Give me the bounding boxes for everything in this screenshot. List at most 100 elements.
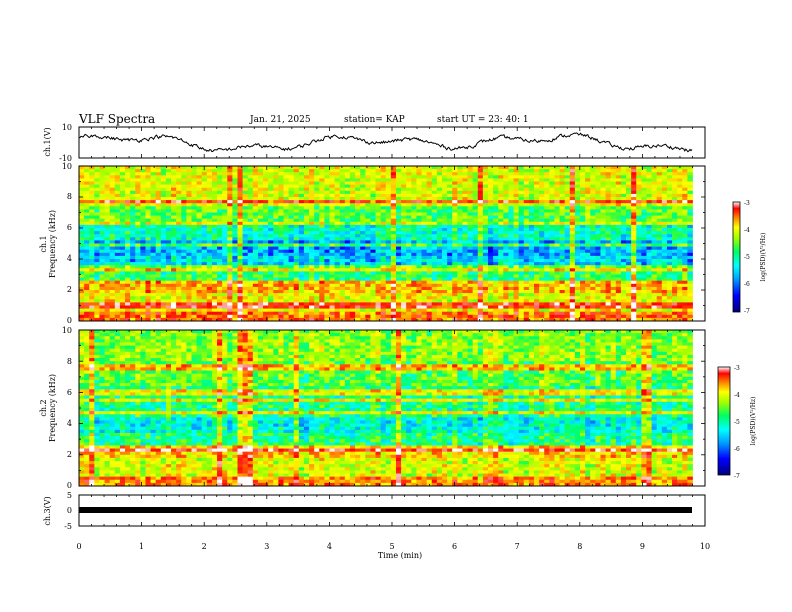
ch1-spectrogram-cell: [217, 172, 223, 176]
ch1-spectrogram-cell: [355, 287, 361, 291]
ch1-spectrogram-cell: [110, 166, 116, 170]
ch1-spectrogram-cell: [529, 287, 535, 291]
ch1-spectrogram-cell: [376, 268, 382, 272]
ch1-spectrogram-cell: [345, 222, 351, 226]
ch1-spectrogram-cell: [427, 268, 433, 272]
ch1-spectrogram-cell: [687, 234, 693, 238]
ch1-spectrogram-cell: [600, 247, 606, 251]
ch1-spectrogram-cell: [662, 244, 668, 248]
ch1-spectrogram-cell: [140, 206, 146, 210]
ch1-spectrogram-cell: [350, 275, 356, 279]
ch1-spectrogram-cell: [314, 197, 320, 201]
ch1-spectrogram-cell: [672, 259, 678, 263]
ch1-spectrogram-cell: [350, 271, 356, 275]
ch1-spectrogram-cell: [462, 188, 468, 192]
ch1-spectrogram-cell: [283, 250, 289, 254]
ch1-spectrogram-cell: [396, 284, 402, 288]
ch1-spectrogram-cell: [524, 169, 530, 173]
ch1-spectrogram-cell: [227, 209, 233, 213]
ch1-spectrogram-cell: [621, 244, 627, 248]
ch1-spectrogram-cell: [140, 290, 146, 294]
ch1-spectrogram-cell: [79, 169, 85, 173]
ch1-spectrogram-cell: [447, 234, 453, 238]
ch1-spectrogram-cell: [360, 194, 366, 198]
ch1-spectrogram-cell: [197, 206, 203, 210]
ch1-spectrogram-cell: [636, 219, 642, 223]
ch1-spectrogram-cell: [145, 253, 151, 256]
ch1-spectrogram-cell: [84, 290, 90, 294]
ch1-spectrogram-cell: [682, 222, 688, 226]
ch1-spectrogram-cell: [554, 225, 560, 229]
ch1-spectrogram-cell: [462, 253, 468, 256]
ch1-spectrogram-cell: [145, 166, 151, 170]
ch1-spectrogram-cell: [590, 197, 596, 201]
ch1-spectrogram-cell: [493, 262, 499, 266]
ch1-spectrogram-cell: [595, 209, 601, 213]
ch1-spectrogram-cell: [263, 175, 269, 179]
ch1-spectrogram-cell: [544, 247, 550, 251]
ch1-spectrogram-cell: [468, 200, 474, 204]
ch1-spectrogram-cell: [156, 237, 162, 241]
ch1-spectrogram-cell: [590, 253, 596, 256]
ch1-spectrogram-cell: [621, 271, 627, 275]
ch1-spectrogram-cell: [217, 268, 223, 272]
ch1-spectrogram-cell: [621, 256, 627, 260]
ch1-spectrogram-cell: [565, 287, 571, 291]
ch1-spectrogram-cell: [273, 284, 279, 288]
ch1-spectrogram-cell: [473, 275, 479, 279]
ch1-spectrogram-cell: [503, 271, 509, 275]
ch1-spectrogram-cell: [473, 259, 479, 263]
ch1-spectrogram-cell: [263, 278, 269, 282]
ch1-spectrogram-cell: [283, 203, 289, 207]
ch1-spectrogram-cell: [641, 182, 647, 186]
ch1-spectrogram-cell: [493, 200, 499, 204]
ch1-spectrogram-cell: [176, 231, 182, 235]
ch1-spectrogram-cell: [636, 244, 642, 248]
ch1-spectrogram-cell: [626, 194, 632, 198]
ch1-spectrogram-cell: [324, 262, 330, 266]
ch1-spectrogram-cell: [273, 281, 279, 285]
ch1-spectrogram-cell: [263, 166, 269, 170]
ch1-spectrogram-cell: [677, 262, 683, 266]
ch1-spectrogram-cell: [447, 191, 453, 195]
ch1-spectrogram-cell: [565, 265, 571, 269]
ch1-spectrogram-cell: [365, 178, 371, 182]
ch1-spectrogram-cell: [350, 278, 356, 282]
ch1-spectrogram-cell: [391, 182, 397, 186]
ch1-spectrogram-cell: [391, 234, 397, 238]
ch1-spectrogram-cell: [355, 256, 361, 260]
ch1-spectrogram-cell: [580, 191, 586, 195]
ch1-spectrogram-cell: [672, 271, 678, 275]
ch1-spectrogram-cell: [560, 169, 566, 173]
ch1-spectrogram-cell: [503, 203, 509, 207]
ch1-spectrogram-cell: [294, 175, 300, 179]
ch1-spectrogram-cell: [657, 178, 663, 182]
ch1-spectrogram-cell: [539, 222, 545, 226]
ch1-spectrogram-cell: [391, 172, 397, 176]
ch1-spectrogram-cell: [248, 244, 254, 248]
ch1-spectrogram-cell: [595, 262, 601, 266]
ch1-spectrogram-cell: [350, 200, 356, 204]
ch1-spectrogram-cell: [508, 185, 514, 189]
ch1-spectrogram-cell: [682, 200, 688, 204]
ch1-spectrogram-cell: [314, 175, 320, 179]
ch1-spectrogram-cell: [457, 234, 463, 238]
ch1-spectrogram-cell: [156, 213, 162, 217]
ch1-spectrogram-cell: [498, 237, 504, 241]
ch1-spectrogram-cell: [191, 175, 197, 179]
ch1-spectrogram-cell: [544, 172, 550, 176]
ch1-spectrogram-cell: [207, 169, 213, 173]
ch1-spectrogram-cell: [166, 216, 172, 220]
ch1-spectrogram-cell: [641, 194, 647, 198]
ch1-spectrogram-cell: [355, 271, 361, 275]
ch1-spectrogram-cell: [135, 175, 141, 179]
ch1-spectrogram-cell: [176, 281, 182, 285]
ch1-spectrogram-cell: [217, 188, 223, 192]
ch1-spectrogram-cell: [478, 247, 484, 251]
ch1-spectrogram-cell: [427, 200, 433, 204]
ch1-spectrogram-cell: [145, 262, 151, 266]
ch1-spectrogram-cell: [422, 185, 428, 189]
ch1-spectrogram-cell: [381, 259, 387, 263]
ch1-spectrogram-cell: [94, 231, 100, 235]
ch1-spectrogram-cell: [406, 197, 412, 201]
